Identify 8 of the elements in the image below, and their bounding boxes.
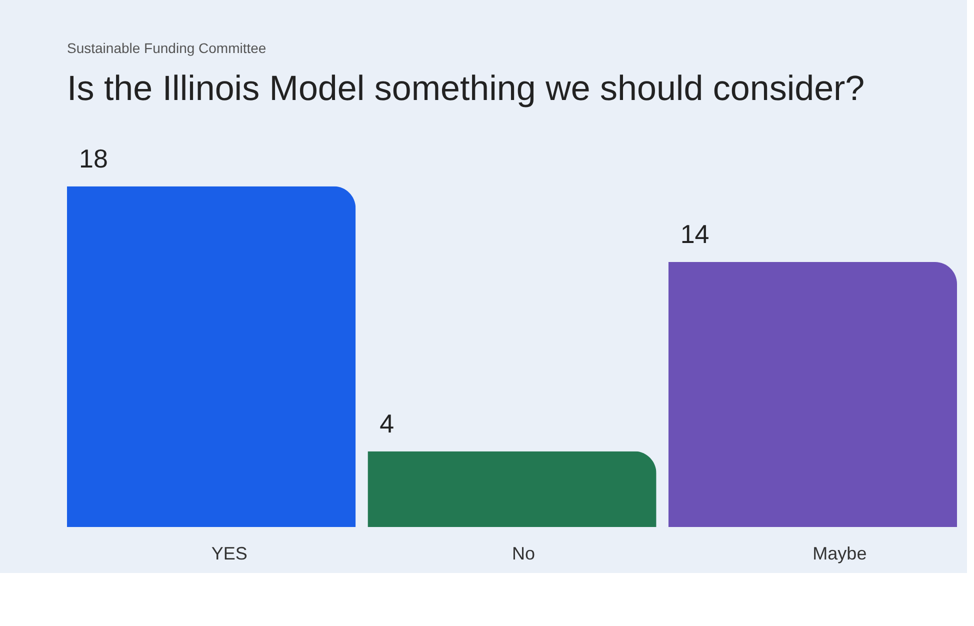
x-tick-label: No (512, 544, 536, 564)
data-label: 14 (680, 219, 710, 250)
data-label: 18 (79, 143, 108, 174)
chart-title: Is the Illinois Model something we should consider? (67, 69, 865, 108)
x-tick-label: YES (211, 544, 248, 564)
data-label: 4 (380, 408, 394, 438)
chart-subtitle: Sustainable Funding Committee (67, 40, 266, 56)
x-tick-label: Maybe (812, 544, 867, 564)
